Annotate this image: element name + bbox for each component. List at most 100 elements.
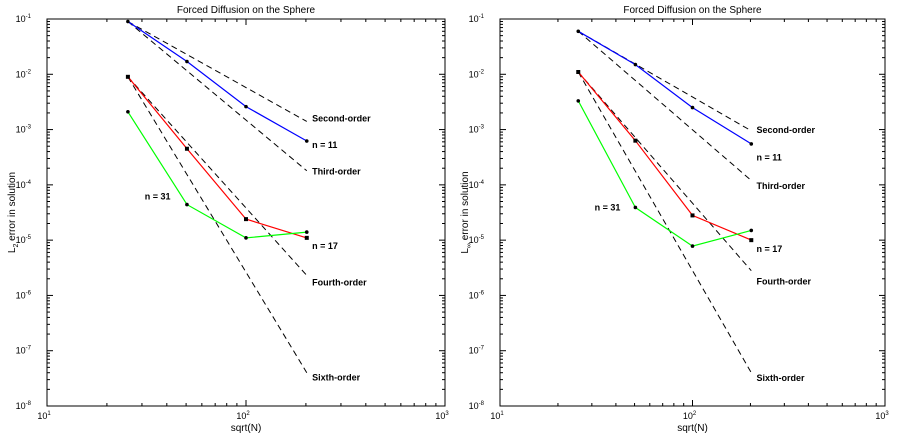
- y-tick-label: 10-2: [469, 69, 485, 79]
- y-axis-label-subscript: ∞: [466, 243, 473, 248]
- y-tick-label: 10-6: [469, 290, 485, 300]
- series-n17-point: [749, 238, 754, 243]
- series-n31-point: [633, 205, 638, 210]
- annotation-label: Sixth-order: [756, 373, 805, 383]
- series-n17-point: [633, 138, 638, 143]
- y-tick-label: 10-7: [16, 346, 32, 356]
- series-n11-line: [127, 21, 308, 142]
- annotation-label: n = 31: [145, 192, 171, 202]
- series-n11-point: [576, 29, 581, 34]
- reference-line-third-order: [577, 30, 752, 181]
- y-tick-label: 10-8: [16, 401, 32, 411]
- x-tick-label-base: 10: [683, 411, 693, 421]
- y-axis-label-part: L: [7, 247, 18, 253]
- series-n17-point: [304, 235, 309, 240]
- y-tick-label: 10-7: [469, 346, 485, 356]
- y-tick-label-base: 10: [469, 14, 479, 24]
- series-n17-point: [576, 69, 581, 74]
- reference-line-fourth-order: [577, 71, 752, 272]
- y-axis-label: L2 error in solution: [7, 172, 20, 253]
- y-axis-label-part: error in solution: [460, 171, 471, 243]
- y-tick-label-exp: -5: [26, 235, 32, 241]
- y-tick-label-base: 10: [469, 235, 479, 245]
- reference-line-third-order: [127, 21, 308, 172]
- y-tick-label-exp: -8: [479, 401, 485, 407]
- y-tick-label-exp: -5: [479, 235, 485, 241]
- x-tick-label-base: 10: [37, 411, 47, 421]
- y-tick-label-base: 10: [16, 290, 26, 300]
- annotation-label: Fourth-order: [312, 278, 367, 288]
- annotation-label: Third-order: [312, 166, 361, 176]
- annotation-label: n = 11: [312, 140, 337, 150]
- annotation-label: Second-order: [312, 113, 371, 123]
- series-n31-point: [185, 202, 189, 207]
- series-n31-point: [749, 228, 754, 233]
- plot-content: [125, 19, 309, 373]
- y-tick-label-exp: -1: [479, 14, 485, 20]
- x-tick-label-exp: 2: [246, 411, 250, 417]
- annotation-label: n = 17: [312, 241, 338, 251]
- x-tick-label: 102: [236, 411, 250, 421]
- annotation-label: Second-order: [756, 125, 815, 135]
- series-n17-point: [125, 74, 130, 79]
- y-tick-label-base: 10: [469, 346, 479, 356]
- y-tick-label-exp: -6: [26, 290, 32, 296]
- series-n31-point: [244, 236, 248, 240]
- series-n17-point: [184, 146, 189, 151]
- series-n11-point: [185, 59, 189, 64]
- chart-title: Forced Diffusion on the Sphere: [623, 5, 762, 16]
- x-tick-label-exp: 1: [47, 411, 51, 417]
- y-tick-label-exp: -4: [479, 180, 485, 186]
- plot-area: [46, 18, 446, 407]
- y-tick-label-base: 10: [16, 69, 26, 79]
- x-tick-label-exp: 1: [500, 411, 504, 417]
- y-tick-label-exp: -1: [26, 14, 32, 20]
- x-tick-label: 103: [875, 411, 889, 421]
- reference-line-second-order: [127, 21, 308, 122]
- x-tick-label-base: 10: [490, 411, 500, 421]
- y-axis-label: L∞ error in solution: [460, 171, 473, 253]
- y-tick-label-base: 10: [16, 401, 26, 411]
- y-tick-label-exp: -2: [26, 69, 32, 75]
- y-tick-label-base: 10: [16, 346, 26, 356]
- series-n17-point: [690, 213, 695, 218]
- x-axis-label: sqrt(N): [231, 423, 262, 434]
- y-tick-label: 10-1: [469, 14, 485, 24]
- y-tick-label-base: 10: [469, 401, 479, 411]
- y-axis-label-part: error in solution: [7, 172, 18, 244]
- x-axis-label: sqrt(N): [677, 423, 708, 434]
- x-tick-label: 103: [435, 411, 449, 421]
- y-tick-label: 10-4: [469, 180, 485, 190]
- y-tick-label-base: 10: [16, 180, 26, 190]
- y-axis-label-subscript: 2: [13, 244, 20, 248]
- reference-line-fourth-order: [127, 76, 308, 276]
- chart-panel-1: Forced Diffusion on the Sphere sqrt(N) L2 …: [7, 5, 449, 434]
- x-tick-label-exp: 3: [445, 411, 449, 417]
- series-n31-point: [576, 99, 581, 103]
- series-n17-line: [577, 71, 752, 241]
- annotation-label: n = 11: [756, 153, 781, 163]
- y-tick-label-base: 10: [16, 14, 26, 24]
- series-n11-point: [690, 105, 695, 110]
- x-tick-label-base: 10: [236, 411, 246, 421]
- series-n11-point: [244, 104, 248, 109]
- y-tick-label-exp: -7: [26, 346, 32, 352]
- series-n11-point: [633, 62, 638, 67]
- x-tick-label-base: 10: [435, 411, 445, 421]
- y-tick-label: 10-5: [16, 235, 32, 245]
- y-tick-label-base: 10: [469, 180, 479, 190]
- series-n31-point: [304, 230, 309, 234]
- reference-line-sixth-order: [577, 71, 752, 373]
- annotation-label: Fourth-order: [756, 276, 811, 286]
- y-tick-label-base: 10: [469, 69, 479, 79]
- series-n11-point: [126, 19, 130, 24]
- series-n31-line: [127, 111, 307, 239]
- series-n11-line: [577, 30, 752, 145]
- x-tick-label-base: 10: [875, 411, 885, 421]
- y-tick-label-exp: -8: [26, 401, 32, 407]
- series-n17-line: [127, 76, 307, 239]
- chart-title: Forced Diffusion on the Sphere: [177, 5, 316, 16]
- y-tick-label: 10-6: [16, 290, 32, 300]
- y-tick-label-exp: -7: [479, 346, 485, 352]
